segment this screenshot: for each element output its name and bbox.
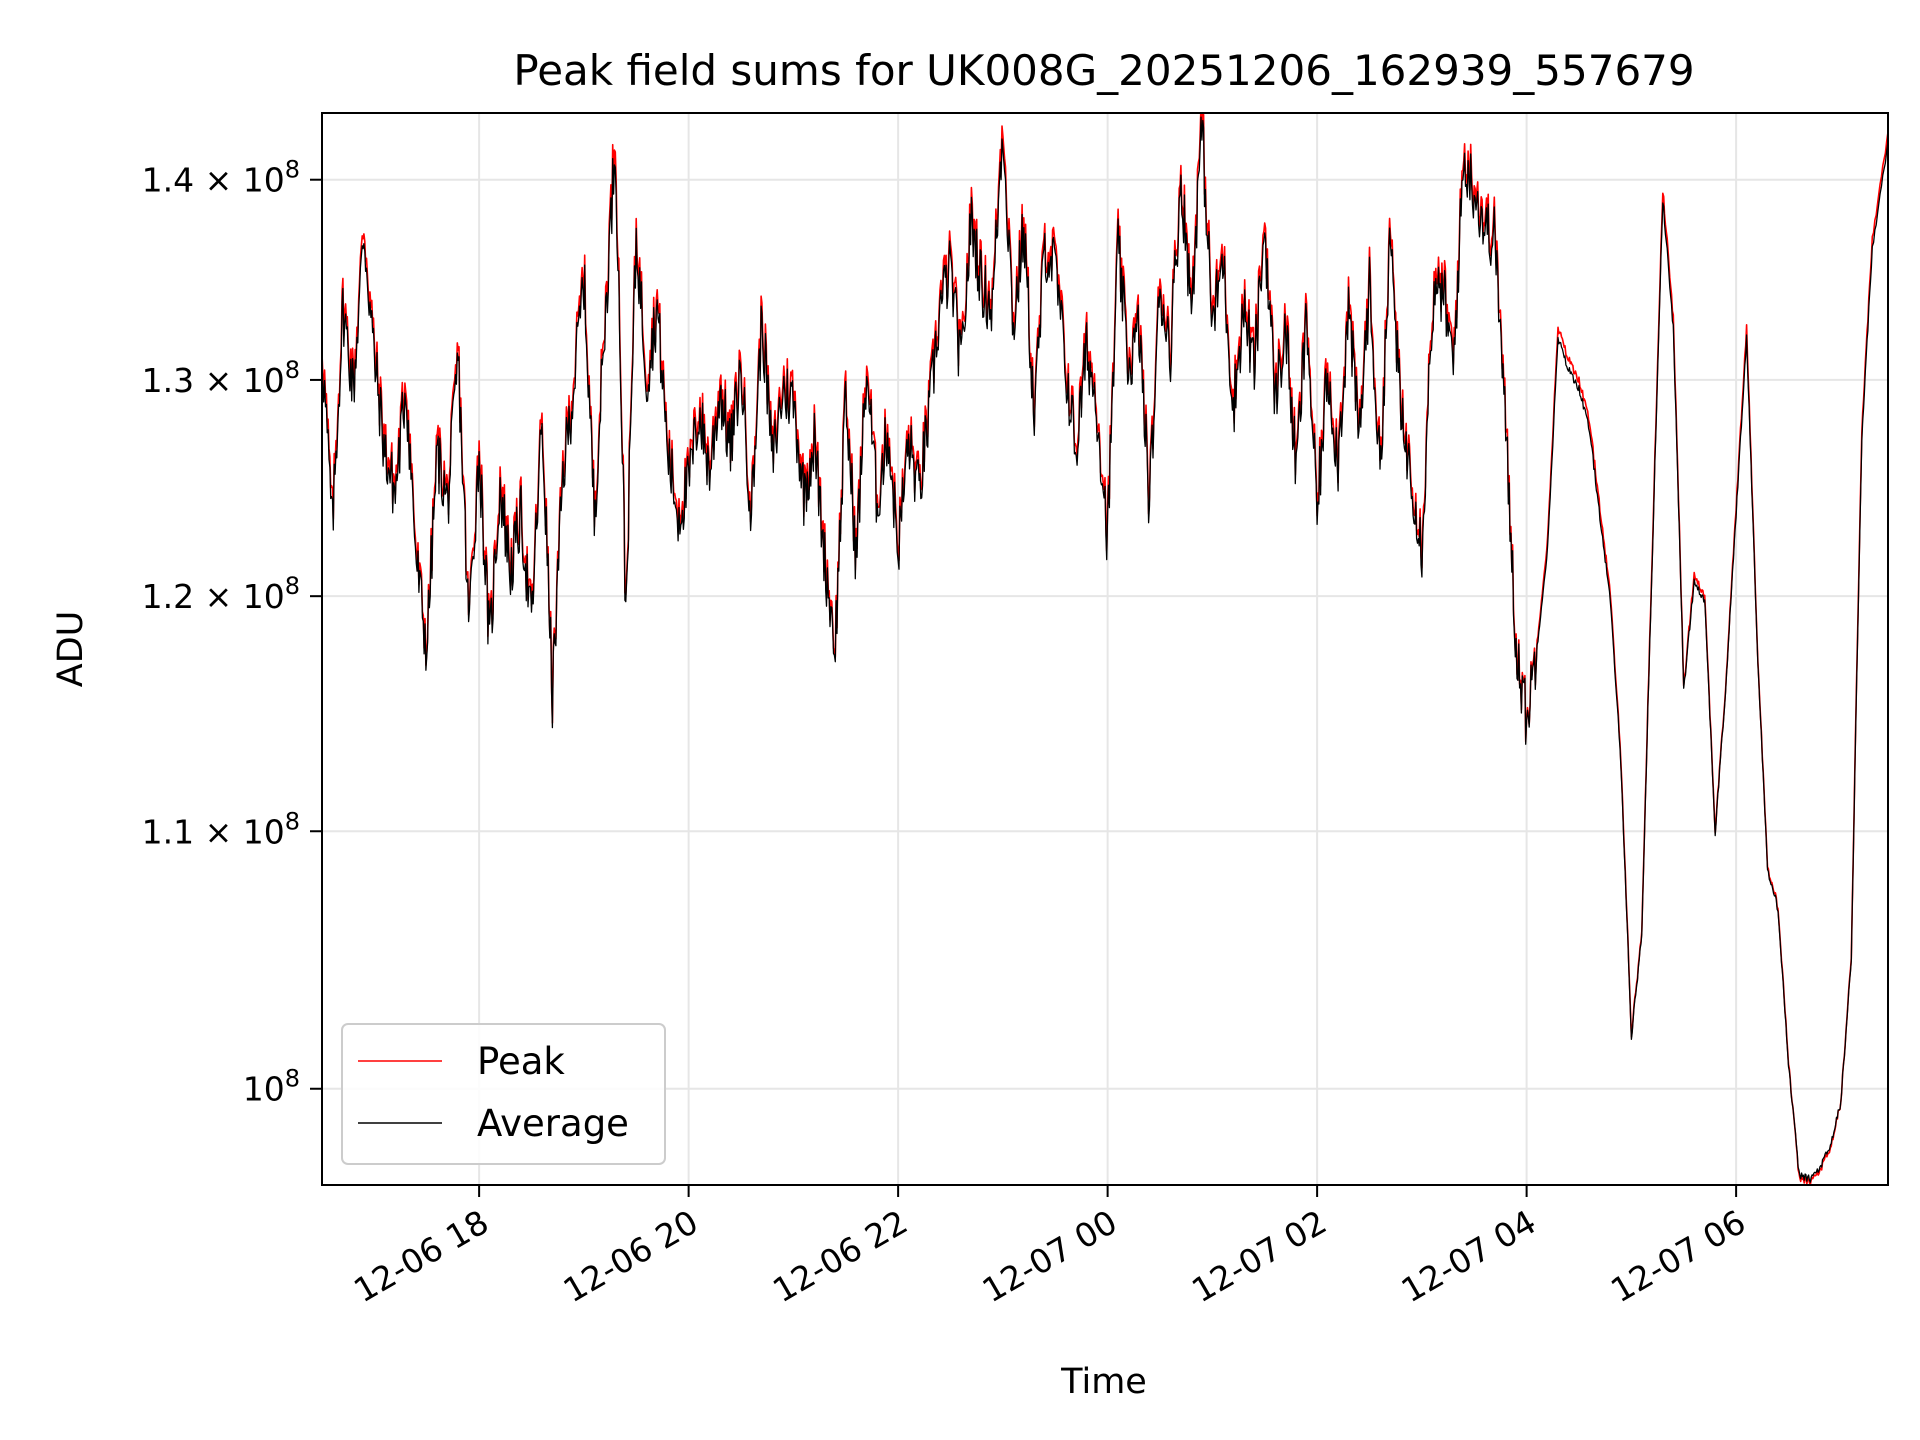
y-tick-label: 1.2 × 108 — [142, 572, 300, 616]
x-axis-label: Time — [1060, 1362, 1147, 1402]
plot-lines — [322, 113, 1888, 1185]
y-tick-label: 1.1 × 108 — [142, 807, 300, 851]
y-tick-label: 108 — [243, 1065, 300, 1109]
plot-frame — [321, 112, 1889, 1186]
legend-label-peak: Peak — [477, 1040, 565, 1083]
legend-label-average: Average — [477, 1102, 629, 1145]
legend: Peak Average — [341, 1023, 666, 1165]
y-ticks: 108 1.1 × 108 1.2 × 108 1.3 × 108 1.4 × 108 — [142, 156, 322, 1109]
legend-box — [341, 1023, 666, 1165]
chart-title: Peak field sums for UK008G_20251206_1629… — [513, 46, 1694, 95]
y-axis-label: ADU — [51, 611, 91, 688]
grid — [322, 113, 1888, 1185]
y-tick-label: 1.4 × 108 — [142, 156, 300, 200]
series-line-average — [322, 116, 1888, 1183]
y-tick-label: 1.3 × 108 — [142, 356, 300, 400]
